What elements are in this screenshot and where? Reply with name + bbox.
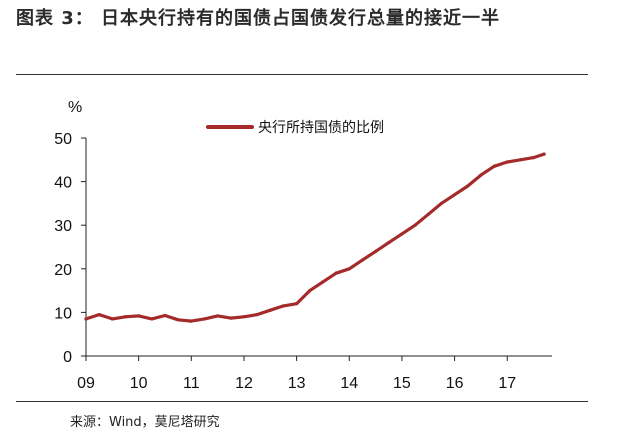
data-point bbox=[334, 271, 338, 275]
data-point bbox=[426, 212, 430, 216]
y-tick-label: 10 bbox=[54, 305, 72, 322]
data-point bbox=[374, 249, 378, 253]
y-tick-label: 40 bbox=[54, 175, 72, 192]
data-point bbox=[518, 158, 523, 162]
data-point bbox=[479, 173, 483, 177]
x-tick-label: 12 bbox=[235, 375, 253, 392]
y-tick-label: 20 bbox=[54, 262, 72, 279]
data-point bbox=[542, 152, 546, 156]
legend-label: 央行所持国债的比例 bbox=[258, 120, 384, 136]
x-tick-label: 14 bbox=[340, 375, 358, 392]
data-point bbox=[413, 223, 417, 227]
data-point bbox=[531, 156, 536, 160]
data-point bbox=[347, 267, 351, 271]
data-point bbox=[295, 302, 299, 306]
chart-title: 图表 3： 日本央行持有的国债占国债发行总量的接近一半 bbox=[16, 8, 501, 29]
data-point bbox=[189, 319, 193, 323]
data-point bbox=[387, 241, 391, 245]
data-point bbox=[216, 314, 220, 318]
data-point bbox=[439, 201, 444, 205]
x-tick-label: 16 bbox=[446, 375, 464, 392]
title-divider bbox=[16, 74, 588, 75]
data-point bbox=[321, 280, 325, 284]
data-point bbox=[110, 317, 114, 321]
series-line bbox=[84, 152, 546, 323]
series-group bbox=[84, 152, 546, 323]
source-note: 来源：Wind，莫尼塔研究 bbox=[70, 415, 220, 430]
data-point bbox=[308, 289, 312, 293]
data-point bbox=[492, 164, 496, 168]
data-point bbox=[255, 312, 259, 317]
data-point bbox=[150, 317, 154, 321]
y-tick-label: 0 bbox=[63, 349, 72, 366]
source-divider bbox=[16, 401, 588, 402]
data-point bbox=[137, 314, 141, 318]
x-tick-label: 09 bbox=[77, 375, 95, 392]
data-point bbox=[360, 258, 365, 262]
data-point bbox=[163, 313, 167, 318]
data-point bbox=[229, 316, 233, 320]
y-axis: 0 10 20 30 40 50 bbox=[54, 131, 87, 366]
data-point bbox=[400, 232, 404, 236]
x-tick-label: 11 bbox=[183, 375, 200, 392]
data-point bbox=[242, 315, 246, 319]
legend: 央行所持国债的比例 bbox=[206, 120, 384, 136]
x-tick-label: 15 bbox=[393, 375, 411, 392]
x-axis: 09 10 11 12 13 14 15 16 17 bbox=[77, 355, 552, 392]
data-point bbox=[466, 184, 470, 188]
y-tick-label: 30 bbox=[54, 218, 72, 235]
data-point bbox=[268, 308, 272, 312]
data-point bbox=[176, 318, 180, 322]
x-tick-label: 13 bbox=[288, 375, 306, 392]
data-point bbox=[97, 312, 101, 317]
data-point bbox=[505, 160, 509, 164]
x-tick-label: 10 bbox=[130, 375, 148, 392]
data-point bbox=[452, 193, 457, 197]
data-point bbox=[84, 317, 88, 321]
data-point bbox=[281, 304, 286, 308]
data-point bbox=[202, 317, 207, 321]
y-axis-unit-label: % bbox=[68, 99, 82, 116]
x-tick-label: 17 bbox=[498, 375, 516, 392]
data-point bbox=[123, 315, 128, 319]
y-tick-label: 50 bbox=[54, 131, 72, 148]
